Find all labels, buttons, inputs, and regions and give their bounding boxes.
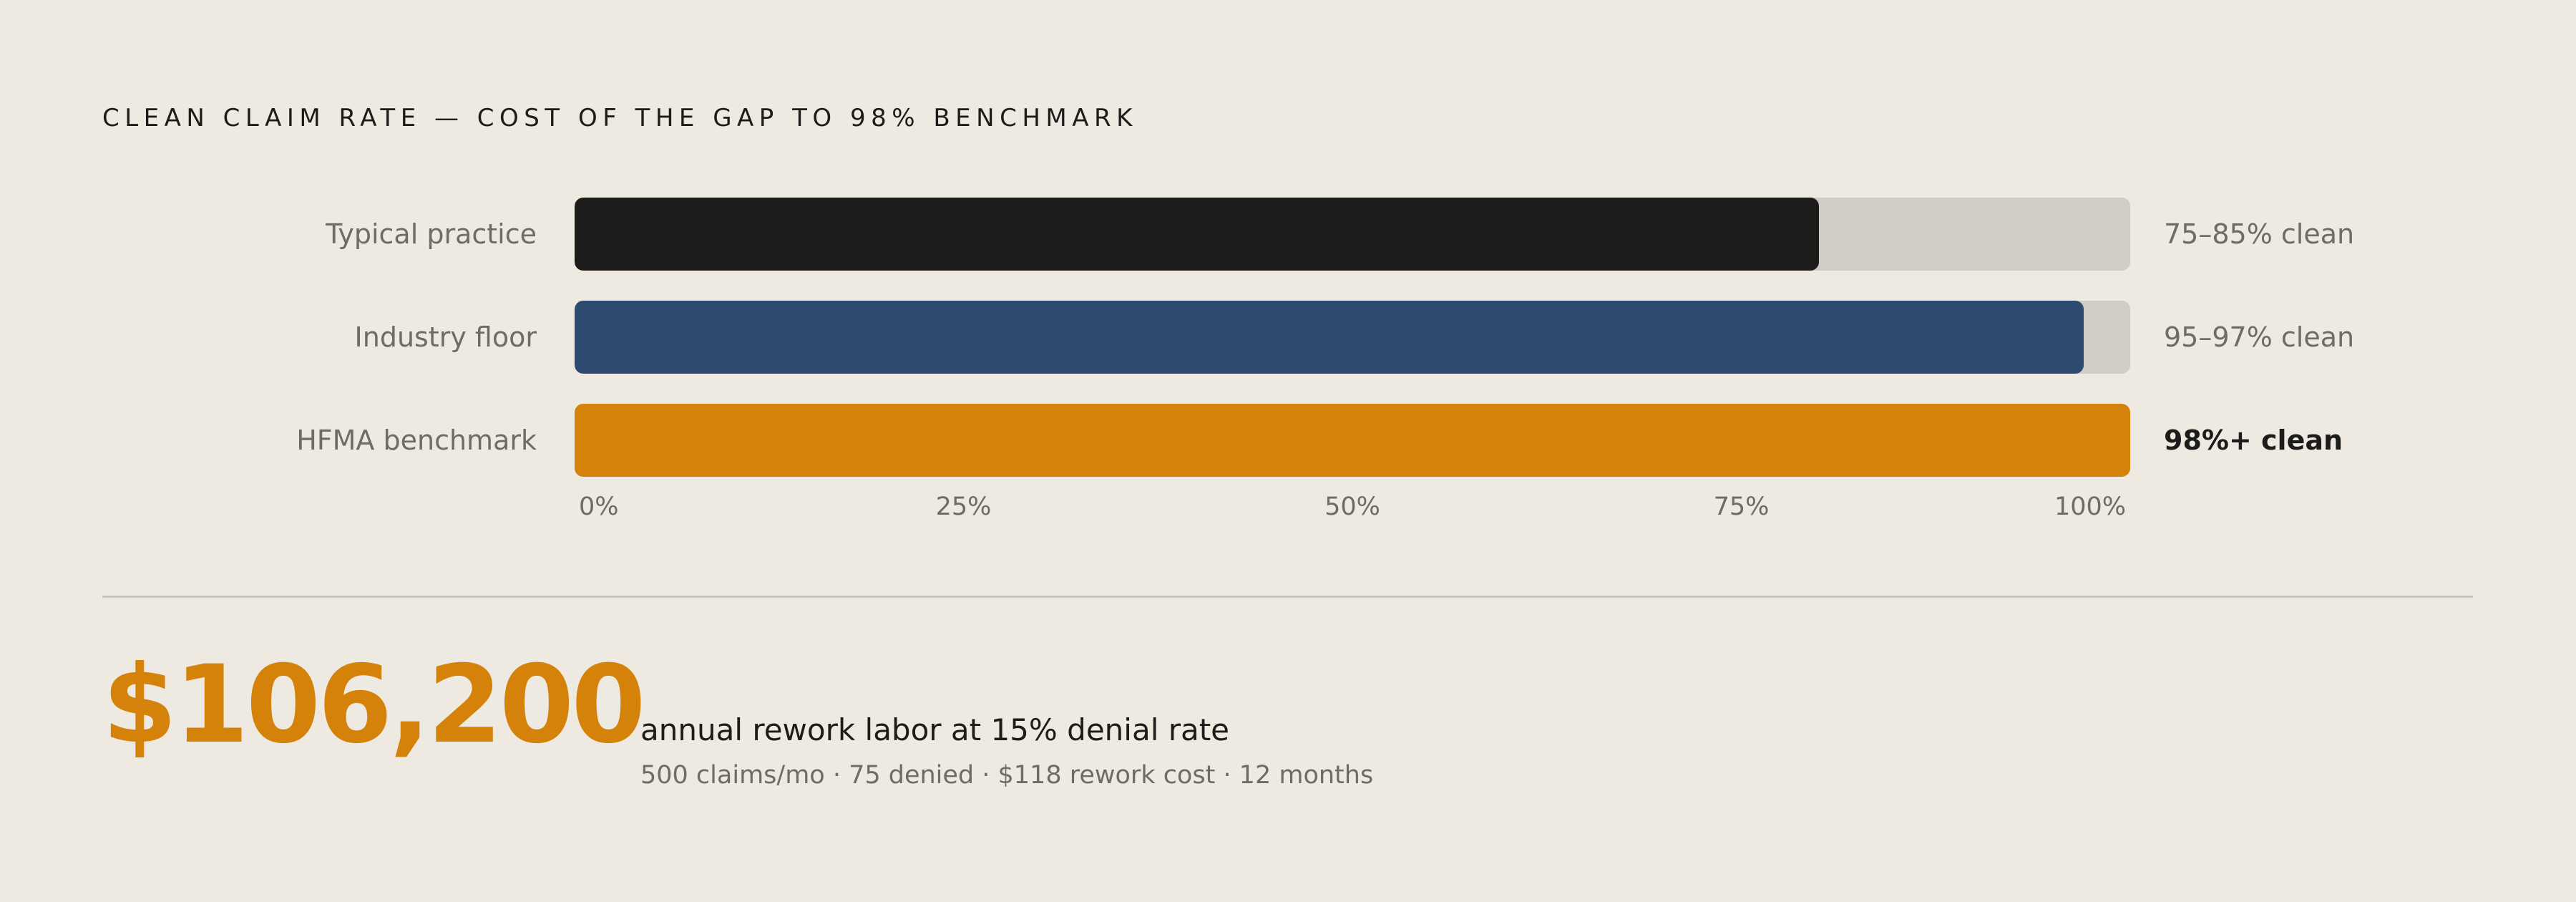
x-tick-label-0: 0%: [579, 493, 619, 521]
annual-cost-description: annual rework labor at 15% denial rate: [640, 712, 1230, 747]
bar-track-1: [575, 301, 2130, 374]
bar-track-0: [575, 198, 2130, 271]
section-divider: [102, 596, 2473, 598]
bar-0: [575, 198, 1819, 271]
bar-value-label-2: 98%+ clean: [2164, 425, 2343, 456]
bar-chart: Typical practice 75–85% clean Industry flo…: [296, 198, 2355, 521]
calculation-details: 500 claims/mo · 75 denied · $118 rework …: [640, 761, 1374, 790]
bar-value-label-0: 75–85% clean: [2164, 218, 2355, 250]
bar-value-label-1: 95–97% clean: [2164, 321, 2355, 353]
x-tick-label-1: 25%: [935, 493, 992, 521]
bar-track-2: [575, 404, 2130, 477]
x-tick-label-4: 100%: [2054, 493, 2126, 521]
bar-2: [575, 404, 2130, 477]
bar-1: [575, 301, 2084, 374]
x-tick-label-2: 50%: [1324, 493, 1380, 521]
chart-title: CLEAN CLAIM RATE — COST OF THE GAP TO 98…: [102, 104, 1138, 132]
bar-label-0: Typical practice: [326, 218, 537, 250]
annual-cost-figure: $106,200: [102, 643, 646, 767]
x-tick-label-3: 75%: [1713, 493, 1770, 521]
bar-label-2: HFMA benchmark: [296, 425, 537, 456]
bar-label-1: Industry floor: [354, 321, 537, 353]
